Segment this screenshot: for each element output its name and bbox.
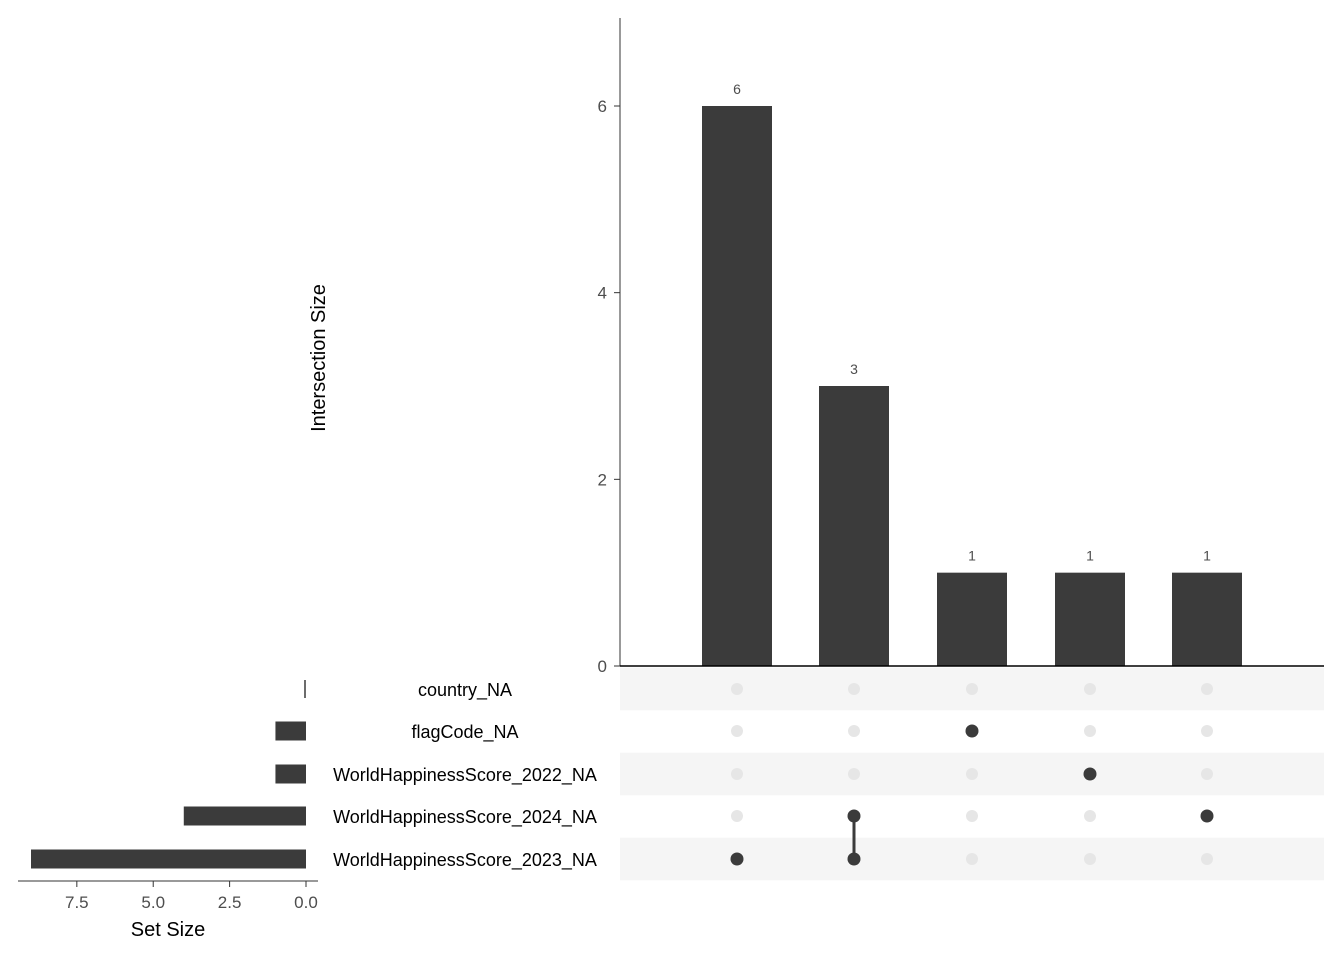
matrix-dot-active <box>847 852 861 866</box>
set-size-bar <box>275 721 306 741</box>
intersection-bar <box>819 386 889 666</box>
set-size-x-tick-label: 7.5 <box>65 893 89 912</box>
matrix-dot-inactive <box>966 853 978 865</box>
intersection-bar-label: 6 <box>733 81 741 97</box>
intersection-bar <box>1172 572 1242 666</box>
set-size-title: Set Size <box>131 919 205 941</box>
matrix-dot-inactive <box>1201 683 1213 695</box>
intersection-bar <box>702 106 772 666</box>
intersection-size-axis: 0 2 4 6 <box>598 18 1324 676</box>
intersection-bar-label: 1 <box>968 548 976 564</box>
intersection-size-title: Intersection Size <box>308 284 330 432</box>
intersection-bar <box>937 572 1007 666</box>
matrix-dot-active <box>730 852 744 866</box>
matrix-dot-active <box>1083 767 1097 781</box>
intersection-y-tick-label: 0 <box>598 657 607 676</box>
matrix-dot-inactive <box>1201 768 1213 780</box>
matrix-dot-inactive <box>848 683 860 695</box>
matrix-dot-inactive <box>1084 683 1096 695</box>
intersection-y-tick-label: 6 <box>598 97 607 116</box>
matrix-dot-inactive <box>966 768 978 780</box>
intersection-y-tick-label: 2 <box>598 470 607 489</box>
set-name-label: flagCode_NA <box>411 722 518 743</box>
intersection-y-tick-label: 4 <box>598 284 607 303</box>
matrix-dot-inactive <box>966 683 978 695</box>
intersection-bars: 6 3 1 1 1 <box>702 81 1242 666</box>
matrix-dot-inactive <box>1201 725 1213 737</box>
set-name-label: WorldHappinessScore_2024_NA <box>333 807 597 828</box>
intersection-bar-label: 1 <box>1203 548 1211 564</box>
matrix-dot-inactive <box>731 683 743 695</box>
set-size-x-tick-label: 0.0 <box>294 893 318 912</box>
set-name-label: WorldHappinessScore_2022_NA <box>333 765 597 786</box>
matrix-dot-inactive <box>848 768 860 780</box>
set-size-x-tick-label: 5.0 <box>141 893 165 912</box>
set-size-x-tick-label: 2.5 <box>218 893 242 912</box>
set-size-axis: 7.5 5.0 2.5 0.0 <box>18 880 318 912</box>
intersection-bar <box>1055 572 1125 666</box>
matrix-dot-inactive <box>966 810 978 822</box>
matrix-dot-inactive <box>1084 725 1096 737</box>
set-size-bars <box>31 680 306 869</box>
matrix-dots <box>730 683 1214 866</box>
matrix-dot-inactive <box>848 725 860 737</box>
set-names: country_NA flagCode_NA WorldHappinessScore… <box>333 680 597 871</box>
set-size-bar <box>31 849 306 869</box>
intersection-bar-label: 1 <box>1086 548 1094 564</box>
set-name-label: country_NA <box>418 680 512 701</box>
matrix-dot-inactive <box>1201 853 1213 865</box>
matrix-dot-inactive <box>731 810 743 822</box>
matrix-dot-inactive <box>1084 810 1096 822</box>
matrix-dot-inactive <box>1084 853 1096 865</box>
matrix-dot-active <box>965 724 979 738</box>
matrix-dot-active <box>847 809 861 823</box>
set-name-label: WorldHappinessScore_2023_NA <box>333 850 597 871</box>
set-size-bar <box>183 806 306 826</box>
matrix-dot-active <box>1200 809 1214 823</box>
intersection-bar-label: 3 <box>850 361 858 377</box>
set-size-bar <box>275 764 306 784</box>
matrix-dot-inactive <box>731 725 743 737</box>
matrix-dot-inactive <box>731 768 743 780</box>
